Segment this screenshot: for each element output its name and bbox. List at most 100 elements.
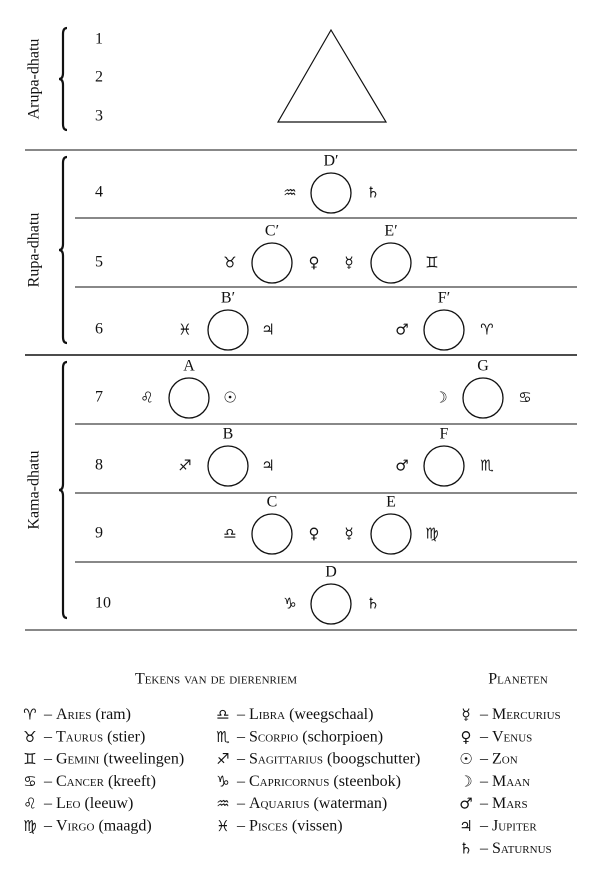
legend-note: (steenbok) bbox=[333, 773, 401, 790]
legend-symbol: ♄ bbox=[459, 839, 472, 857]
globe bbox=[251, 513, 293, 555]
legend-symbol: ☉ bbox=[459, 750, 472, 768]
row-number: 9 bbox=[95, 525, 103, 542]
legend-symbol: ♂ bbox=[459, 795, 472, 813]
symbol: ♉ bbox=[223, 254, 236, 272]
legend-symbol: ♒ bbox=[216, 795, 229, 813]
legend-note: (boogschutter) bbox=[327, 750, 420, 767]
legend-text: – Taurus (stier) bbox=[43, 728, 145, 745]
legend-separator: – bbox=[43, 817, 53, 834]
legend-name: Saturnus bbox=[492, 839, 552, 856]
legend-separator: – bbox=[479, 750, 489, 767]
legend-separator: – bbox=[43, 750, 53, 767]
row-number: 6 bbox=[95, 321, 103, 338]
symbol: ♄ bbox=[366, 184, 379, 202]
triangle bbox=[276, 28, 388, 123]
legend-symbol: ♏ bbox=[216, 728, 230, 746]
symbol: ♐ bbox=[178, 457, 191, 475]
globe-label: C′ bbox=[265, 223, 279, 240]
legend-text: – Zon bbox=[479, 750, 518, 767]
row-number: 2 bbox=[95, 69, 103, 86]
section-label: Kama-dhatu bbox=[26, 450, 43, 529]
legend-separator: – bbox=[479, 839, 489, 856]
legend-text: – Libra (weegschaal) bbox=[236, 706, 373, 723]
legend-separator: – bbox=[43, 706, 53, 723]
legend-separator: – bbox=[43, 795, 53, 812]
legend-text: – Aquarius (waterman) bbox=[236, 795, 387, 812]
legend-name: Pisces bbox=[249, 817, 288, 834]
legend-text: – Pisces (vissen) bbox=[236, 817, 343, 834]
legend-separator: – bbox=[479, 728, 489, 745]
legend-text: – Mars bbox=[479, 795, 528, 812]
legend-symbol: ♀ bbox=[461, 728, 472, 746]
brace bbox=[58, 155, 68, 345]
legend-note: (schorpioen) bbox=[302, 728, 383, 745]
symbol: ♀ bbox=[309, 254, 320, 272]
legend-note: (leeuw) bbox=[84, 795, 133, 812]
legend-symbol: ♑ bbox=[216, 772, 229, 790]
symbol: ♈ bbox=[480, 321, 493, 339]
symbol: ♃ bbox=[261, 321, 274, 339]
legend-symbol: ♈ bbox=[23, 706, 36, 724]
legend-symbol: ♓ bbox=[216, 817, 229, 835]
legend-note: (tweelingen) bbox=[103, 750, 184, 767]
globe-label: C bbox=[267, 494, 278, 511]
symbol: ♀ bbox=[309, 525, 320, 543]
legend-text: – Venus bbox=[479, 728, 532, 745]
legend-text: – Saturnus bbox=[479, 839, 552, 856]
globe-label: B′ bbox=[221, 290, 235, 307]
symbol: ☿ bbox=[344, 254, 353, 272]
globe bbox=[207, 309, 249, 351]
legend-text: – Mercurius bbox=[479, 706, 561, 723]
globe bbox=[207, 445, 249, 487]
legend-name: Mercurius bbox=[492, 706, 561, 723]
legend-separator: – bbox=[479, 817, 489, 834]
row-number: 4 bbox=[95, 184, 103, 201]
symbol: ♂ bbox=[395, 457, 408, 475]
symbol: ☽ bbox=[434, 389, 447, 407]
legend-note: (stier) bbox=[107, 728, 145, 745]
legend-separator: – bbox=[236, 795, 246, 812]
globe-label: D′ bbox=[323, 153, 338, 170]
globe-label: D bbox=[325, 564, 337, 581]
row-number: 5 bbox=[95, 254, 103, 271]
globe bbox=[310, 583, 352, 625]
symbol: ♊ bbox=[425, 254, 438, 272]
legend-text: – Scorpio (schorpioen) bbox=[236, 728, 383, 745]
legend-separator: – bbox=[479, 773, 489, 790]
legend-name: Virgo bbox=[56, 817, 94, 834]
symbol: ☉ bbox=[223, 389, 236, 407]
legend-text: – Maan bbox=[479, 773, 530, 790]
legend-text: – Virgo (maagd) bbox=[43, 817, 152, 834]
legend-separator: – bbox=[43, 773, 53, 790]
globe bbox=[423, 445, 465, 487]
legend-note: (maagd) bbox=[98, 817, 151, 834]
legend-name: Jupiter bbox=[492, 817, 537, 834]
symbol: ♏ bbox=[480, 457, 494, 475]
section-label: Rupa-dhatu bbox=[26, 213, 43, 288]
symbol: ♃ bbox=[261, 457, 274, 475]
legend-separator: – bbox=[236, 706, 246, 723]
legend-separator: – bbox=[479, 706, 489, 723]
legend-text: – Capricornus (steenbok) bbox=[236, 773, 401, 790]
legend-name: Cancer bbox=[56, 773, 105, 790]
legend-text: – Leo (leeuw) bbox=[43, 795, 133, 812]
globe-label: F bbox=[440, 426, 449, 443]
symbol: ♋ bbox=[518, 389, 531, 407]
legend-name: Aries bbox=[56, 706, 91, 723]
legend-title: Planeten bbox=[488, 671, 548, 688]
legend-text: – Cancer (kreeft) bbox=[43, 773, 156, 790]
globe bbox=[423, 309, 465, 351]
globe bbox=[251, 242, 293, 284]
legend-separator: – bbox=[236, 750, 246, 767]
row-number: 7 bbox=[95, 389, 103, 406]
legend-name: Gemini bbox=[56, 750, 100, 767]
legend-name: Sagittarius bbox=[249, 750, 323, 767]
legend-text: – Gemini (tweelingen) bbox=[43, 750, 184, 767]
symbol: ♍ bbox=[425, 525, 438, 543]
legend-symbol: ♋ bbox=[23, 772, 36, 790]
globe-label: E bbox=[386, 494, 396, 511]
legend-name: Scorpio bbox=[249, 728, 298, 745]
legend-symbol: ♍ bbox=[23, 817, 36, 835]
legend-symbol: ♎ bbox=[216, 706, 229, 724]
